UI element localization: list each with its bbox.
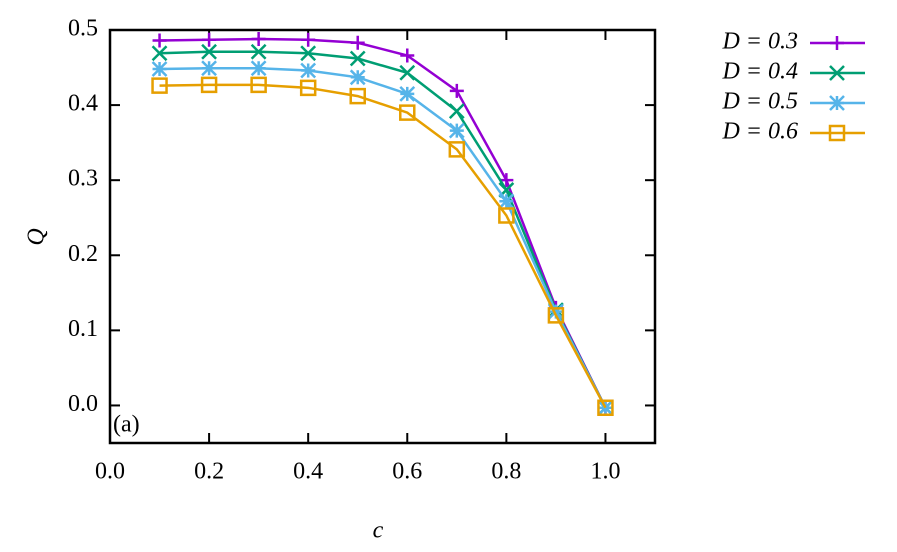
x-tick-label: 0.0: [95, 459, 125, 485]
y-tick-label: 0.4: [68, 91, 98, 117]
legend-marker: [830, 36, 844, 50]
point-marker: [400, 48, 415, 63]
point-marker: [201, 60, 217, 77]
point-marker: [151, 61, 168, 77]
legend-marker: [828, 124, 846, 142]
point-marker: [548, 303, 564, 320]
point-marker: [399, 64, 416, 81]
point-marker: [250, 76, 267, 94]
annotation: (a): [113, 412, 140, 438]
x-tick-label: 0.8: [491, 459, 521, 485]
point-marker: [448, 103, 465, 119]
point-marker: [349, 50, 366, 67]
y-tick-label: 0.3: [68, 166, 98, 192]
legend-label: D = 0.4: [721, 59, 798, 85]
legend-marker: [829, 65, 845, 81]
point-marker: [448, 141, 466, 158]
point-marker: [301, 32, 316, 47]
point-marker: [349, 87, 366, 105]
plot-frame: [108, 28, 657, 445]
point-marker: [349, 69, 366, 86]
series-line: [159, 50, 607, 409]
legend-label: D = 0.3: [721, 29, 798, 55]
y-axis-label: Q: [24, 228, 50, 245]
point-marker: [299, 79, 317, 97]
point-marker: [498, 193, 515, 210]
legend-label: D = 0.6: [721, 119, 798, 145]
y-tick-label: 0.2: [68, 241, 98, 267]
point-marker: [399, 104, 416, 121]
y-tick-label: 0.5: [68, 16, 98, 42]
x-axis-label: c: [373, 518, 384, 544]
point-marker: [498, 207, 515, 224]
point-marker: [350, 35, 365, 50]
point-marker: [300, 45, 317, 62]
point-marker: [251, 32, 266, 47]
x-tick-label: 0.6: [392, 459, 422, 485]
point-marker: [448, 122, 465, 139]
legend-label: D = 0.5: [721, 89, 798, 115]
x-tick-label: 0.4: [293, 459, 323, 485]
point-marker: [300, 62, 317, 79]
point-marker: [201, 43, 217, 60]
series-line: [159, 67, 607, 409]
series-line: [159, 37, 607, 409]
point-marker: [152, 33, 167, 48]
point-marker: [547, 307, 565, 324]
legend-marker: [829, 95, 845, 111]
point-marker: [202, 32, 217, 47]
series-line: [159, 83, 607, 409]
y-tick-label: 0.1: [68, 316, 98, 342]
x-tick-label: 1.0: [590, 459, 620, 485]
point-marker: [399, 85, 416, 102]
point-marker: [250, 60, 267, 77]
y-tick-label: 0.0: [68, 391, 98, 417]
x-tick-label: 0.2: [194, 459, 224, 485]
point-marker: [250, 43, 267, 60]
point-marker: [449, 83, 464, 98]
point-marker: [151, 45, 168, 62]
point-marker: [597, 399, 614, 416]
point-marker: [151, 77, 168, 94]
point-marker: [200, 76, 218, 94]
